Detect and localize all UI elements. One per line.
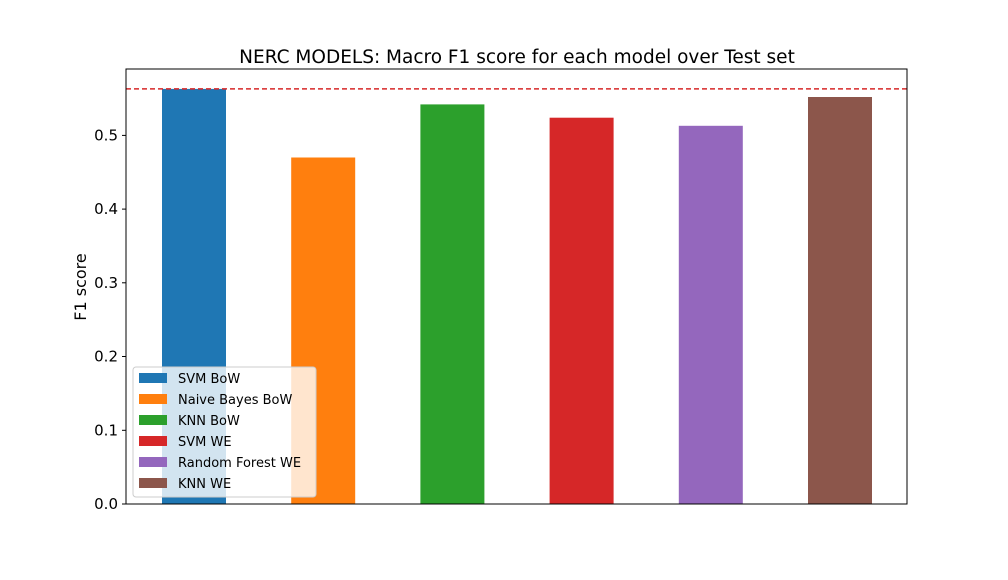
legend-entry-label: KNN BoW (178, 414, 240, 429)
legend: SVM BoW Naive Bayes BoW KNN BoW SVM WE Rando… (132, 366, 317, 498)
y-tick-label: 0.1 (94, 421, 118, 439)
bar-random-forest-we (678, 125, 743, 505)
plot-area-frame (125, 68, 908, 505)
legend-box (132, 366, 317, 498)
legend-swatch (139, 436, 167, 446)
legend-swatch (139, 415, 167, 425)
legend-swatch (139, 373, 167, 383)
y-tick-label: 0.2 (94, 348, 118, 366)
y-axis-label: F1 score (71, 253, 90, 320)
legend-swatch (139, 457, 167, 467)
bar-knn-bow (420, 104, 485, 505)
bar-svm-we (549, 117, 614, 504)
legend-swatch (139, 478, 167, 488)
chart-title: NERC MODELS: Macro F1 score for each mod… (239, 47, 795, 68)
legend-entry-label: SVM BoW (178, 372, 240, 387)
legend-entry-label: SVM WE (178, 435, 232, 450)
legend-swatch (139, 394, 167, 404)
y-axis: 0.0 0.1 0.2 0.3 0.4 0.5 (94, 126, 126, 513)
legend-entry-label: Naive Bayes BoW (178, 393, 292, 408)
y-tick-label: 0.5 (94, 126, 118, 144)
bars-layer (162, 88, 872, 505)
y-tick-label: 0.0 (94, 495, 118, 513)
bar-knn-we (808, 97, 872, 504)
legend-entry-label: Random Forest WE (178, 456, 301, 471)
y-tick-label: 0.3 (94, 274, 118, 292)
legend-entry-label: KNN WE (178, 477, 231, 492)
y-tick-label: 0.4 (94, 200, 118, 218)
